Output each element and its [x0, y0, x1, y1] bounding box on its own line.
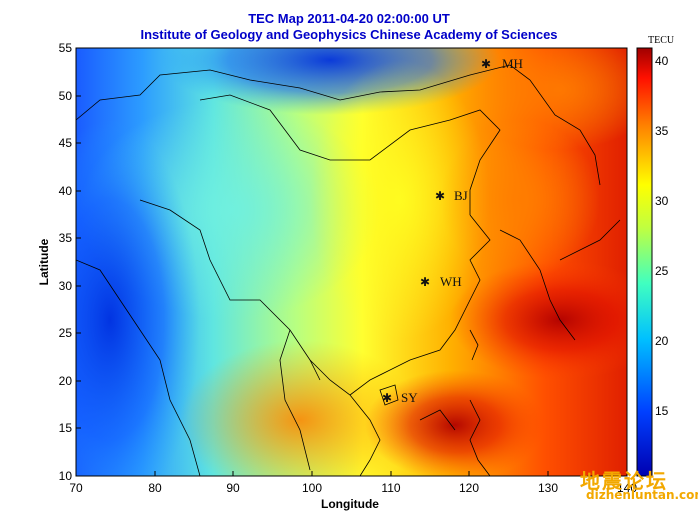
colorbar-tick: 40: [655, 54, 669, 68]
x-tick: 100: [301, 481, 323, 495]
colorbar-tick: 35: [655, 124, 669, 138]
colorbar-tick: 15: [655, 404, 669, 418]
station-marker-icon: ✱: [420, 275, 431, 289]
x-tick: 120: [458, 481, 480, 495]
y-tick: 35: [58, 231, 72, 245]
station-label: BJ: [454, 188, 468, 203]
tec-field: [76, 48, 627, 476]
y-tick: 45: [58, 136, 72, 150]
colorbar: [636, 47, 653, 477]
x-tick: 140: [616, 481, 638, 495]
x-tick: 110: [381, 481, 401, 495]
station-label: MH: [502, 56, 523, 71]
y-tick: 15: [58, 421, 72, 435]
station-label: WH: [440, 274, 462, 289]
y-tick: 40: [58, 184, 72, 198]
station-marker-icon: ✱: [382, 391, 393, 405]
watermark-logo: 地震论坛: [580, 469, 668, 493]
y-axis-label: Latitude: [37, 238, 51, 286]
x-axis-label: Longitude: [321, 497, 379, 511]
colorbar-tick: 30: [655, 194, 669, 208]
colorbar-tick: 25: [655, 264, 669, 278]
colorbar-tick: 20: [655, 334, 669, 348]
station-label: SY: [401, 390, 418, 405]
y-tick: 30: [58, 279, 72, 293]
y-tick: 25: [58, 326, 72, 340]
map-title: TEC Map 2011-04-20 02:00:00 UT: [248, 11, 450, 26]
axis-ticks: [75, 47, 628, 477]
x-tick: 80: [148, 481, 162, 495]
y-tick: 10: [58, 469, 72, 483]
x-tick: 90: [226, 481, 240, 495]
station-marker-icon: ✱: [481, 57, 492, 71]
colorbar-unit: TECU: [648, 35, 675, 46]
coastlines: [76, 64, 621, 476]
watermark-url: dizhenluntan.com: [586, 488, 698, 502]
station-marker-icon: ✱: [435, 189, 446, 203]
y-tick: 55: [58, 41, 72, 55]
x-tick: 130: [537, 481, 559, 495]
y-tick: 50: [58, 89, 72, 103]
plot-frame: [75, 47, 628, 477]
y-tick: 20: [58, 374, 72, 388]
x-tick: 70: [69, 481, 83, 495]
map-subtitle: Institute of Geology and Geophysics Chin…: [140, 27, 558, 42]
